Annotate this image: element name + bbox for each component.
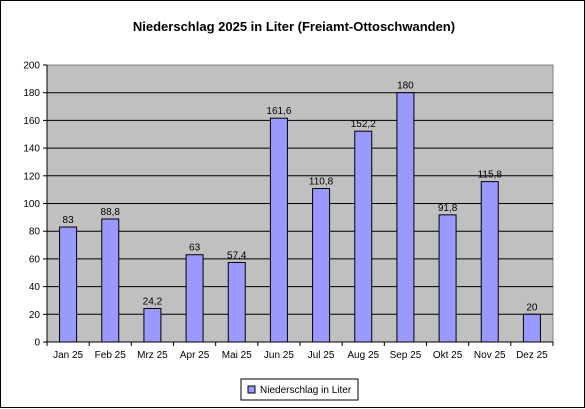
data-label: 110,8 — [309, 177, 334, 188]
bar — [522, 313, 541, 343]
data-label: 24,2 — [143, 296, 163, 307]
x-tick-label: Jul 25 — [308, 350, 335, 361]
x-tick-label: Aug 25 — [347, 350, 379, 361]
bar — [480, 181, 499, 343]
x-tick-label: Mrz 25 — [137, 350, 168, 361]
x-tick-label: Mai 25 — [222, 350, 252, 361]
bar — [227, 262, 246, 343]
bars: 83 88,8 24,2 63 57,4 161,6 110,8 152,2 180 91,8 11… — [59, 81, 541, 343]
y-tick-label: 160 — [23, 116, 40, 127]
y-tick-label: 60 — [29, 254, 41, 265]
x-tick-label: Apr 25 — [180, 350, 210, 361]
y-tick-label: 180 — [23, 88, 40, 99]
data-label: 88,8 — [101, 207, 121, 218]
x-tick-label: Dez 25 — [516, 350, 548, 361]
data-label: 20 — [526, 302, 538, 313]
bar — [396, 92, 415, 343]
legend-swatch — [247, 385, 256, 394]
y-tick-label: 0 — [34, 338, 40, 349]
data-label: 91,8 — [438, 203, 458, 214]
legend: Niederschlag in Liter — [240, 378, 359, 401]
x-tick-label: Okt 25 — [433, 350, 463, 361]
x-tick-label: Jan 25 — [53, 350, 83, 361]
bar — [312, 188, 331, 343]
y-tick-label: 120 — [23, 171, 40, 182]
y-axis: 0 20 40 60 80 100 120 140 160 180 200 — [23, 61, 48, 349]
data-label: 180 — [397, 81, 414, 92]
y-tick-label: 140 — [23, 144, 40, 155]
bar — [59, 226, 78, 343]
chart-title: Niederschlag 2025 in Liter (Freiamt-Otto… — [133, 19, 455, 34]
x-tick-label: Jun 25 — [264, 350, 294, 361]
y-tick-label: 80 — [29, 227, 41, 238]
x-tick-label: Nov 25 — [474, 350, 506, 361]
bar — [143, 307, 162, 343]
data-label: 83 — [63, 215, 75, 226]
y-tick-label: 40 — [29, 282, 41, 293]
legend-label: Niederschlag in Liter — [260, 385, 352, 396]
y-tick-label: 100 — [23, 199, 40, 210]
data-label: 115,8 — [478, 170, 503, 181]
data-label: 161,6 — [266, 106, 291, 117]
legend-box — [240, 378, 359, 401]
data-label: 152,2 — [351, 119, 376, 130]
bar — [354, 130, 373, 343]
y-tick-label: 200 — [23, 61, 40, 72]
x-axis: Jan 25 Feb 25 Mrz 25 Apr 25 Mai 25 Jun 25 Jul … — [46, 341, 554, 361]
x-tick-label: Feb 25 — [95, 350, 127, 361]
y-tick-label: 20 — [29, 310, 41, 321]
bar — [185, 254, 204, 343]
bar — [438, 214, 457, 343]
gridlines — [47, 92, 553, 315]
bar — [101, 218, 120, 343]
bar — [269, 117, 288, 343]
data-label: 63 — [189, 243, 201, 254]
x-tick-label: Sep 25 — [390, 350, 422, 361]
data-label: 57,4 — [227, 251, 247, 262]
